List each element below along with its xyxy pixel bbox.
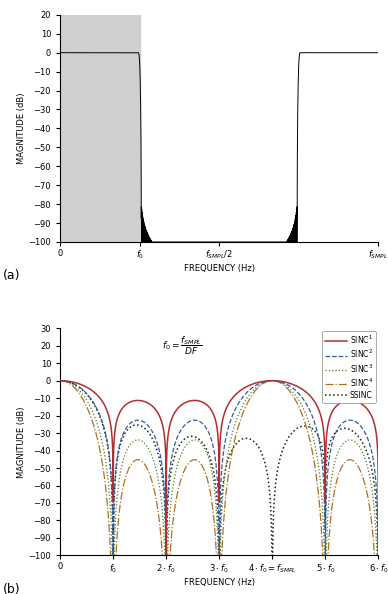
SINC$^1$ (164, 552, 168, 559)
SSINC (77, 384, 81, 391)
SINC$^2$ (77, 384, 81, 391)
SINC$^4$ (359, 470, 364, 477)
SINC$^4$ (59, 377, 64, 384)
Line: SINC$^4$: SINC$^4$ (60, 381, 378, 555)
SINC$^3$ (213, 498, 218, 505)
SINC$^3$ (376, 552, 381, 559)
SSINC (58, 377, 62, 384)
X-axis label: FREQUENCY (Hz): FREQUENCY (Hz) (184, 264, 255, 273)
SINC$^3$ (71, 381, 76, 388)
SINC$^4$ (213, 539, 218, 546)
Text: (a): (a) (3, 269, 21, 282)
Line: SINC$^2$: SINC$^2$ (60, 381, 378, 555)
SINC$^4$ (108, 552, 113, 559)
SINC$^2$ (71, 380, 76, 387)
SSINC (359, 437, 364, 444)
SINC$^1$ (59, 377, 64, 384)
SSINC (111, 552, 115, 559)
SINC$^4$ (71, 383, 76, 390)
SINC$^4$ (77, 390, 81, 397)
SINC$^1$ (359, 400, 364, 407)
SINC$^2$ (111, 552, 115, 559)
SINC$^3$ (59, 377, 64, 384)
SINC$^2$ (376, 552, 381, 559)
Legend: SINC$^1$, SINC$^2$, SINC$^3$, SINC$^4$, SSINC: SINC$^1$, SINC$^2$, SINC$^3$, SINC$^4$, … (322, 331, 376, 403)
SINC$^4$ (376, 552, 381, 559)
SINC$^2$ (270, 377, 275, 384)
SSINC (213, 482, 218, 489)
SINC$^1$ (77, 380, 81, 387)
SINC$^3$ (77, 387, 81, 394)
SSINC (120, 435, 125, 442)
Line: SSINC: SSINC (60, 381, 378, 555)
SINC$^3$ (359, 447, 364, 454)
SINC$^1$ (376, 552, 381, 559)
Text: $f_0 = \dfrac{f_{SMPL}}{DF}$: $f_0 = \dfrac{f_{SMPL}}{DF}$ (162, 334, 203, 357)
SSINC (71, 380, 76, 387)
Line: SINC$^1$: SINC$^1$ (60, 381, 378, 555)
SINC$^1$ (120, 405, 125, 412)
SINC$^2$ (213, 458, 218, 465)
SINC$^1$ (213, 418, 218, 425)
SSINC (59, 377, 64, 384)
SINC$^4$ (270, 377, 275, 384)
X-axis label: FREQUENCY (Hz): FREQUENCY (Hz) (184, 577, 255, 587)
SINC$^3$ (270, 377, 275, 384)
SINC$^3$ (120, 459, 125, 466)
Text: (b): (b) (3, 583, 21, 594)
SINC$^2$ (59, 377, 64, 384)
SINC$^2$ (120, 432, 125, 439)
SINC$^2$ (58, 377, 62, 384)
Y-axis label: MAGNITUDE (dB): MAGNITUDE (dB) (17, 406, 26, 478)
Bar (60, 15, 140, 242)
Line: SINC$^3$: SINC$^3$ (60, 381, 378, 555)
SINC$^1$ (270, 377, 275, 384)
SINC$^2$ (359, 424, 364, 431)
SINC$^1$ (58, 377, 62, 384)
SINC$^4$ (58, 377, 62, 384)
SINC$^3$ (110, 552, 114, 559)
SINC$^4$ (120, 486, 125, 494)
Y-axis label: MAGNITUDE (dB): MAGNITUDE (dB) (17, 93, 26, 164)
SINC$^1$ (71, 378, 76, 386)
SINC$^3$ (58, 377, 62, 384)
SSINC (376, 552, 381, 559)
